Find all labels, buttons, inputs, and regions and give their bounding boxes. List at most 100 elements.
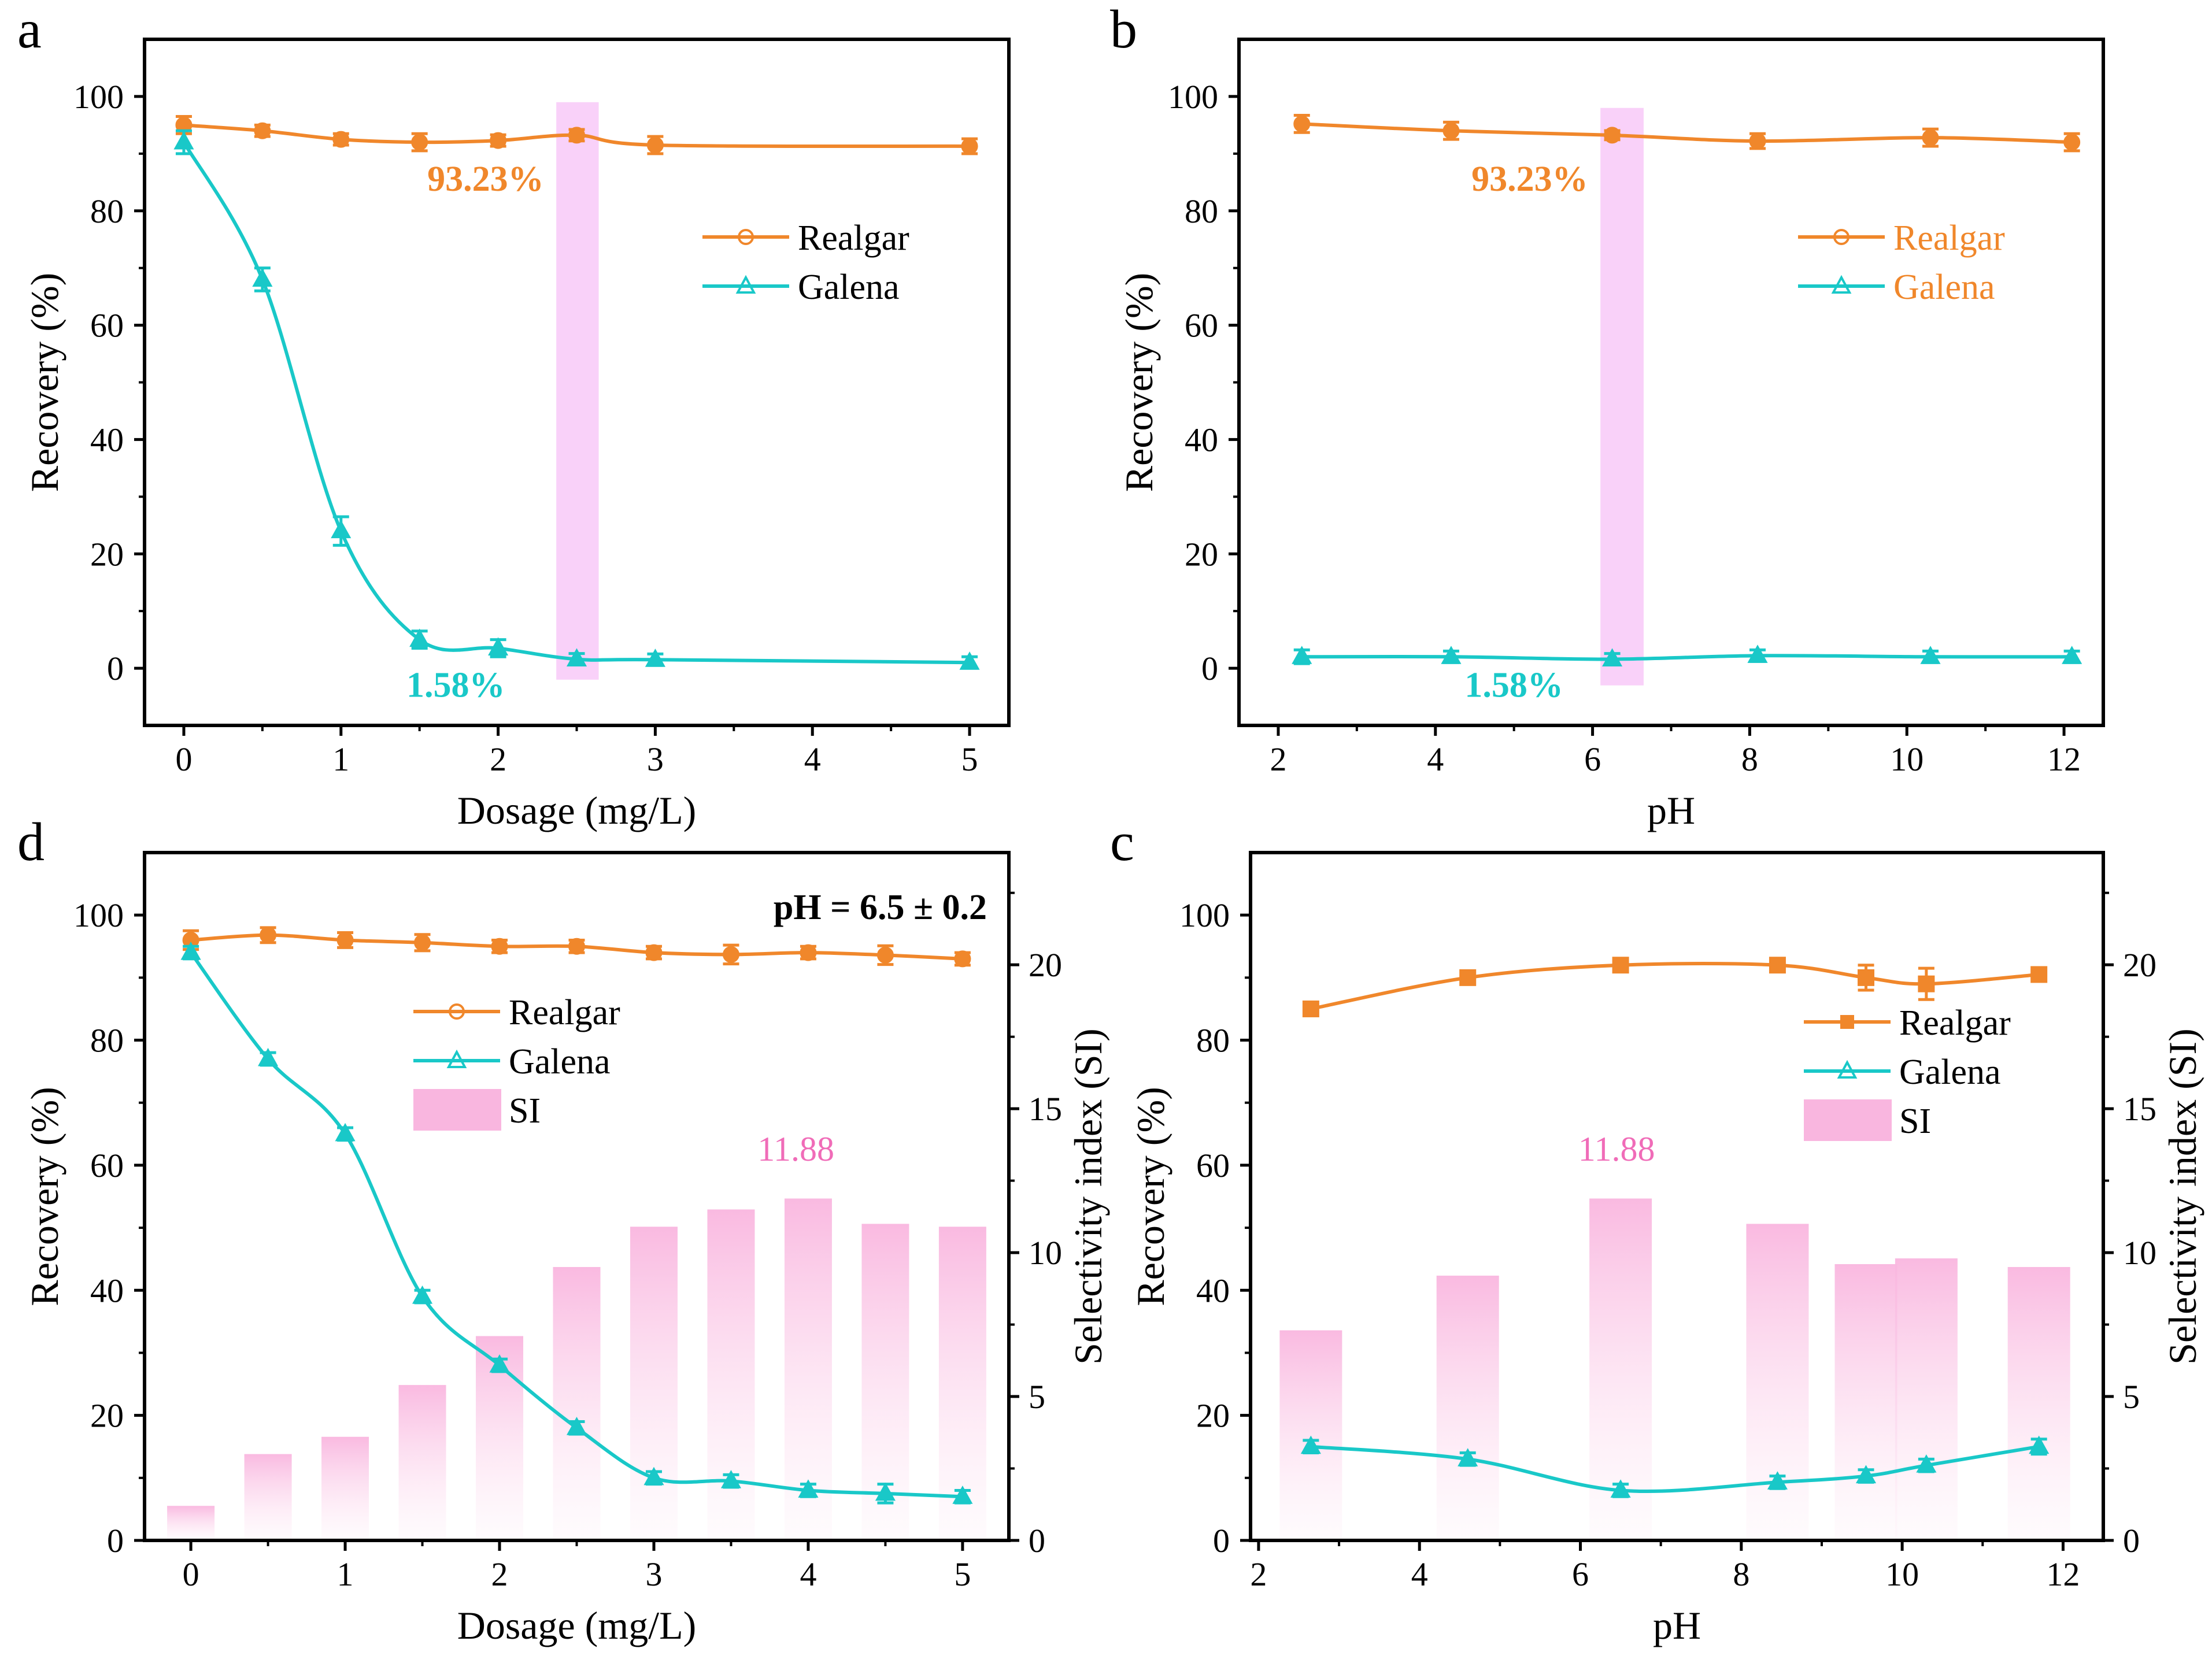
data-point-c-galena-5	[1916, 1454, 1937, 1473]
data-point-a-galena-3	[409, 628, 430, 647]
y-tick-label-d-3: 60	[90, 1147, 124, 1184]
data-point-c-realgar-1	[1459, 969, 1477, 986]
data-point-c-galena-0	[1300, 1435, 1321, 1454]
data-point-d-realgar-1	[260, 927, 277, 944]
data-point-d-realgar-4	[491, 938, 508, 955]
x-tick-label-a-5: 5	[961, 740, 978, 778]
y2-tick-label-d-3: 15	[1029, 1090, 1062, 1128]
legend-label-b-0: Realgar	[1893, 218, 2005, 258]
data-point-c-galena-4	[1855, 1465, 1877, 1484]
data-point-d-galena-5	[566, 1417, 587, 1435]
data-point-d-galena-1	[258, 1047, 279, 1066]
data-point-b-galena-5	[2062, 646, 2082, 664]
legend-label-c-2: SI	[1899, 1102, 1931, 1141]
y2-tick-label-d-0: 0	[1029, 1522, 1045, 1559]
y-tick-label-d-1: 20	[90, 1397, 124, 1435]
data-point-d-galena-7	[720, 1470, 742, 1488]
data-point-a-realgar-1	[254, 122, 271, 139]
x-tick-label-d-2: 2	[491, 1555, 508, 1593]
x-tick-label-b-4: 10	[1890, 740, 1924, 778]
y-tick-label-a-1: 20	[90, 535, 124, 573]
y-tick-label-d-2: 40	[90, 1272, 124, 1309]
series-b-realgar	[1293, 114, 2081, 153]
annotation-a-1: 1.58%	[406, 666, 505, 705]
data-point-a-realgar-3	[411, 134, 428, 151]
x-tick-label-d-4: 4	[800, 1555, 816, 1593]
y-tick-label-c-0: 0	[1213, 1522, 1230, 1559]
y-tick-label-d-5: 100	[73, 897, 124, 934]
y2-axis-title-d: Selectivity index (SI)	[1066, 1028, 1110, 1365]
data-point-b-galena-2	[1602, 648, 1623, 666]
data-point-a-realgar-5	[568, 127, 585, 144]
x-tick-label-c-2: 6	[1572, 1555, 1589, 1593]
data-point-c-realgar-6	[2030, 966, 2048, 983]
highlight-band-b	[1600, 108, 1644, 686]
data-point-d-galena-0	[180, 942, 201, 960]
data-point-d-realgar-2	[336, 931, 354, 949]
data-point-c-realgar-2	[1612, 957, 1629, 974]
data-point-b-realgar-1	[1442, 122, 1460, 139]
data-point-d-galena-8	[798, 1479, 819, 1498]
data-point-a-realgar-2	[332, 131, 350, 148]
legend-swatch-d-2	[413, 1089, 501, 1131]
y2-tick-label-d-4: 20	[1029, 946, 1062, 984]
panel-a: a 0 1 2 3 4 5 0 20 40 60 80 100 Dosage (mg/L) Recovery…	[17, 0, 1011, 832]
legend-marker-d-1	[446, 1049, 467, 1068]
annotation-b-0: 93.23%	[1471, 160, 1588, 199]
si-bar-c-4	[1834, 1264, 1897, 1540]
annotation-b-1: 1.58%	[1464, 666, 1563, 705]
data-point-b-realgar-4	[1922, 129, 1939, 146]
x-tick-label-b-0: 2	[1270, 740, 1286, 778]
x-tick-label-d-3: 3	[645, 1555, 662, 1593]
data-point-c-galena-2	[1610, 1479, 1631, 1498]
data-point-d-realgar-7	[722, 946, 739, 963]
x-tick-label-a-4: 4	[804, 740, 821, 778]
data-point-d-galena-3	[412, 1286, 433, 1304]
annotation-c-0: 11.88	[1578, 1130, 1655, 1168]
legend-label-c-1: Galena	[1899, 1053, 2001, 1092]
si-bar-d-5	[553, 1266, 601, 1540]
x-tick-label-d-1: 1	[337, 1555, 354, 1593]
data-point-a-galena-5	[566, 648, 587, 666]
y-axis-title-b: Recovery (%)	[1117, 273, 1161, 492]
data-point-d-realgar-8	[800, 944, 817, 961]
data-point-a-galena-1	[252, 268, 273, 287]
data-point-c-galena-1	[1458, 1448, 1478, 1466]
si-bar-c-1	[1436, 1275, 1499, 1540]
si-bar-c-6	[2007, 1266, 2070, 1540]
legend-label-a-0: Realgar	[798, 218, 909, 258]
data-point-b-realgar-2	[1604, 127, 1621, 144]
x-tick-label-a-0: 0	[175, 740, 192, 778]
x-tick-label-b-2: 6	[1584, 740, 1601, 778]
data-point-b-realgar-0	[1293, 115, 1311, 132]
legend-marker-c-0	[1840, 1015, 1854, 1029]
data-point-a-galena-7	[959, 651, 980, 670]
si-bar-d-2	[321, 1436, 369, 1540]
x-tick-label-a-1: 1	[332, 740, 349, 778]
data-point-a-galena-4	[488, 637, 509, 655]
series-c-realgar	[1302, 957, 2048, 1017]
si-bar-c-3	[1746, 1224, 1809, 1540]
panel-b: b 2 4 6 8 10 12 0 20 40 60 80 100 pH Recovery (%) 93.23…	[1110, 0, 2105, 832]
y-tick-label-a-0: 0	[107, 650, 124, 687]
y-tick-label-a-4: 80	[90, 192, 124, 230]
panel-c: c 2 4 6 8 10 12 0 20 40 60 80 100 0 5 10 15 20 pH Recovery …	[1110, 812, 2204, 1647]
series-line-b-realgar	[1301, 122, 2072, 145]
y-tick-label-c-4: 80	[1196, 1022, 1230, 1060]
series-a-galena	[173, 129, 980, 670]
y-tick-label-b-4: 80	[1185, 192, 1218, 230]
data-point-d-realgar-3	[414, 934, 431, 951]
y-tick-label-a-5: 100	[73, 78, 124, 116]
y2-axis-title-c: Selectivity index (SI)	[2161, 1028, 2204, 1365]
x-tick-label-c-4: 10	[1885, 1555, 1919, 1593]
legend-marker-a-1	[735, 275, 756, 294]
panel-letter-b: b	[1110, 0, 1137, 60]
y-tick-label-b-0: 0	[1201, 650, 1218, 687]
data-point-a-galena-6	[645, 649, 665, 667]
x-tick-label-b-1: 4	[1427, 740, 1444, 778]
data-point-d-galena-6	[643, 1466, 664, 1486]
y-tick-label-d-4: 80	[90, 1022, 124, 1060]
x-tick-label-c-5: 12	[2046, 1555, 2080, 1593]
data-point-b-realgar-5	[2063, 134, 2081, 151]
